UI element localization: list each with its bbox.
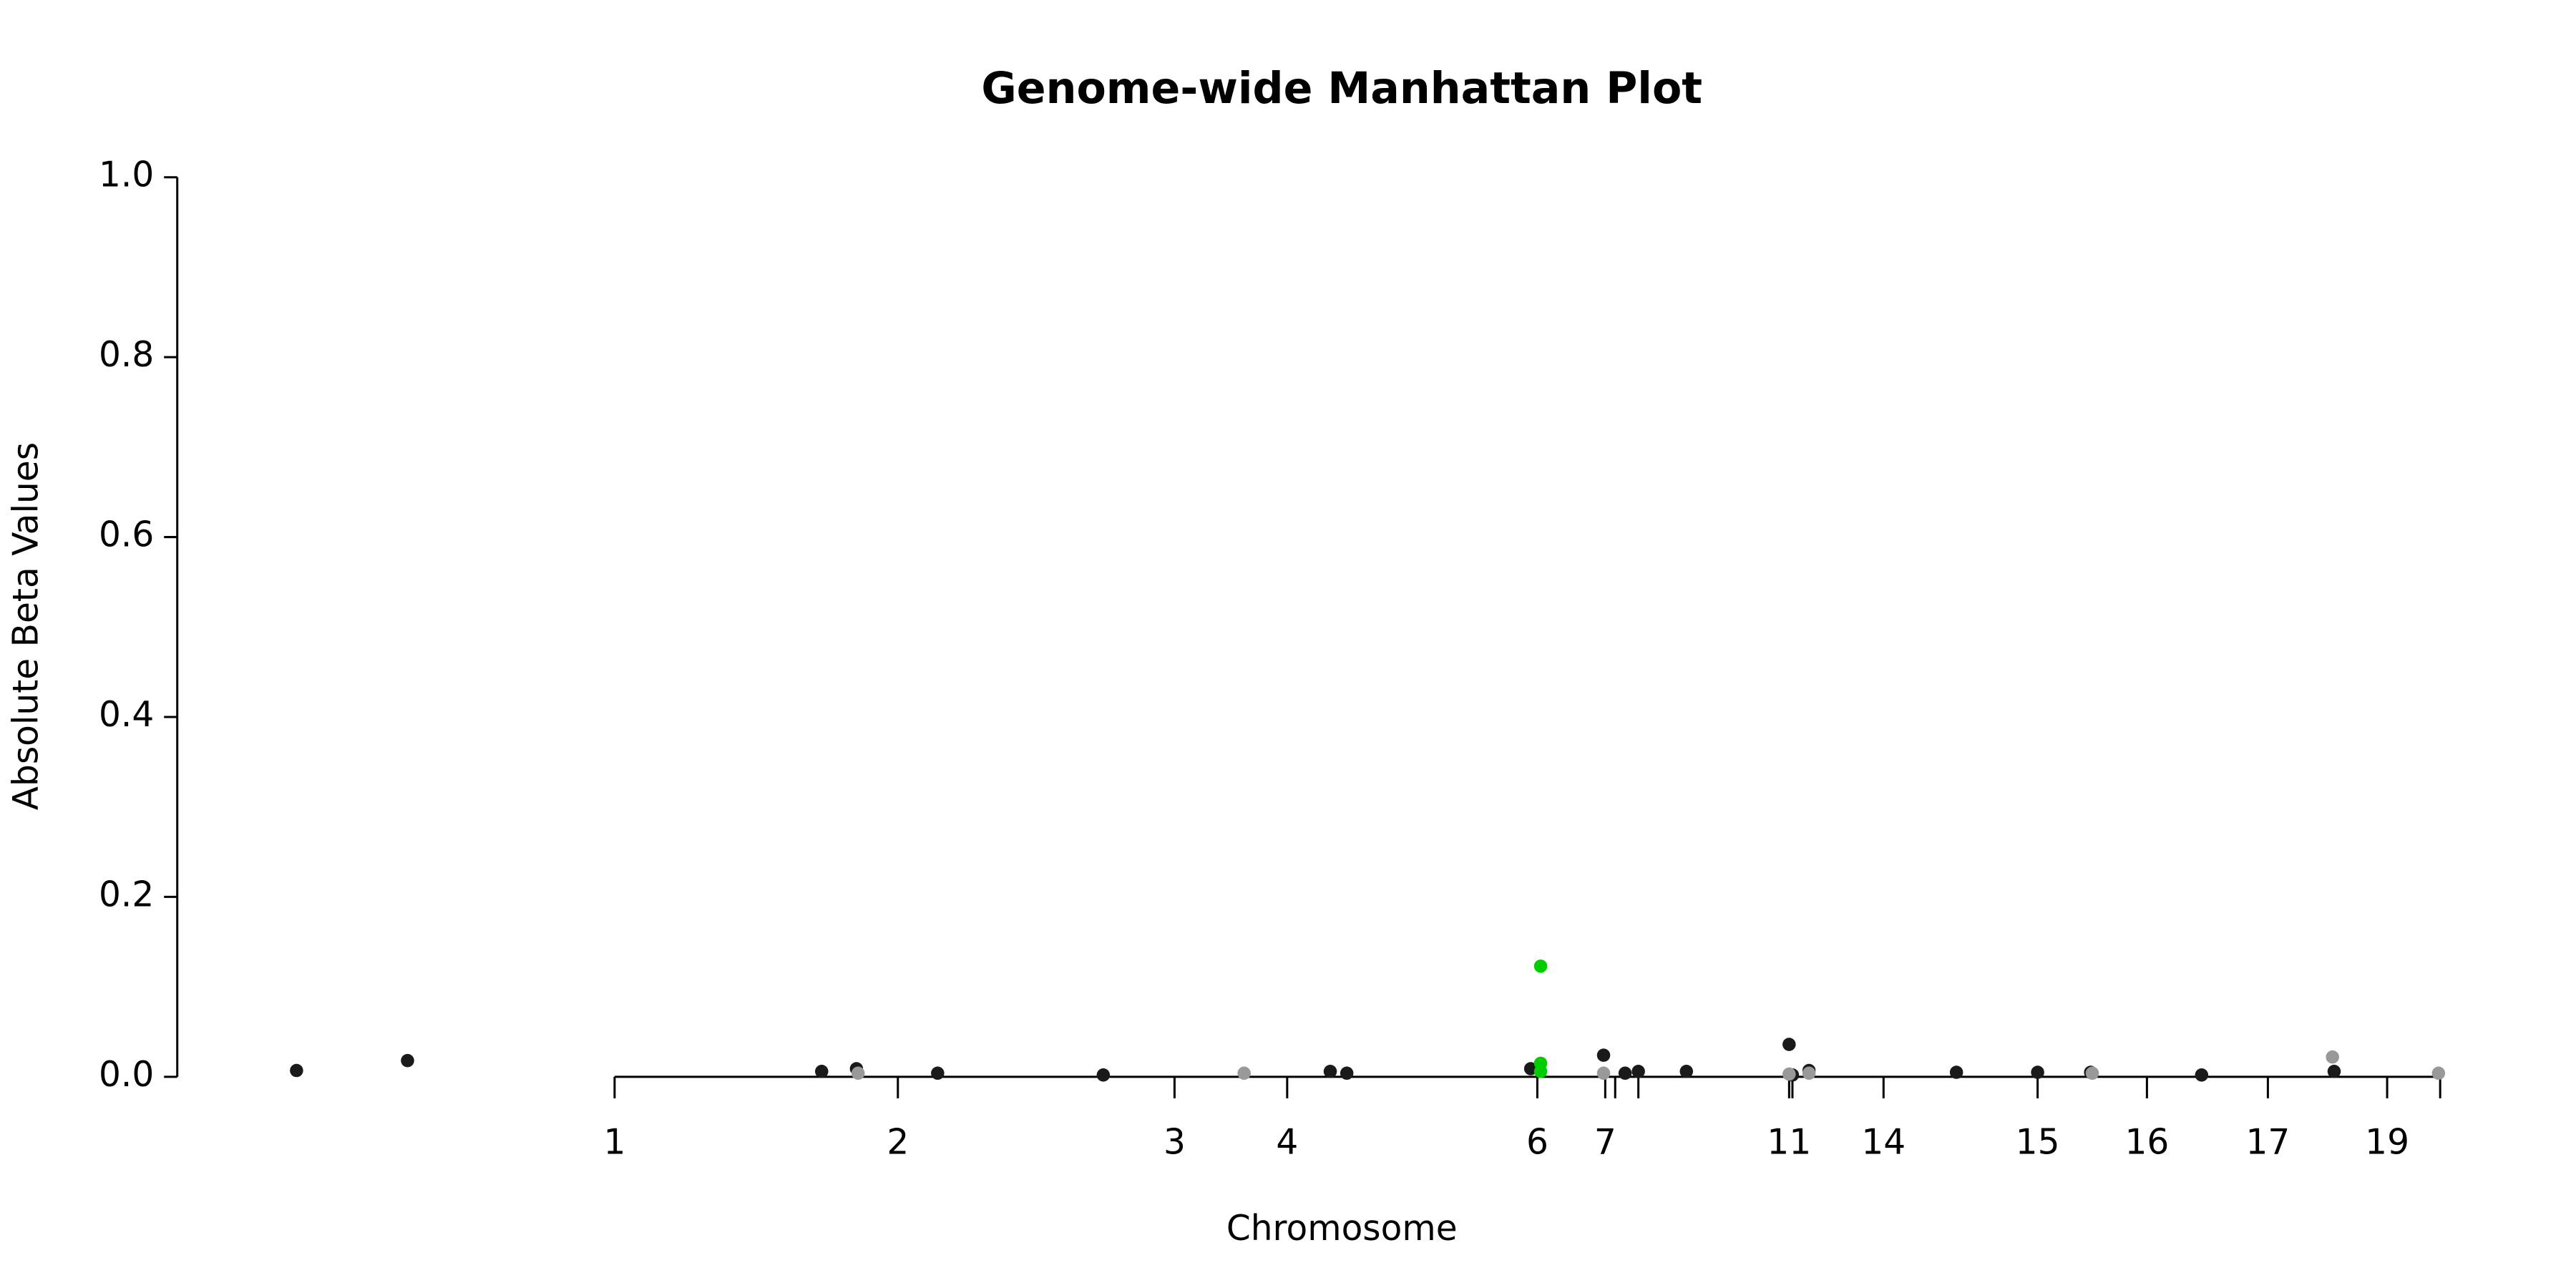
point (1323, 1065, 1337, 1078)
y-tick-label: 1.0 (99, 155, 154, 195)
point (2085, 1066, 2099, 1080)
y-tick-label: 0.0 (99, 1055, 154, 1095)
point (1523, 1062, 1538, 1075)
point (2326, 1050, 2339, 1064)
point (1096, 1068, 1111, 1082)
point (851, 1066, 865, 1080)
point (1631, 1065, 1645, 1078)
point (401, 1053, 414, 1068)
y-tick-label: 0.2 (99, 874, 154, 914)
x-tick-label: 6 (1526, 1123, 1548, 1163)
point (290, 1063, 303, 1078)
x-tick-label: 15 (2016, 1123, 2060, 1163)
x-tick-label: 11 (1767, 1123, 1811, 1163)
x-tick-label: 7 (1594, 1123, 1616, 1163)
point (1596, 1048, 1611, 1062)
x-tick-label: 2 (887, 1123, 909, 1163)
y-tick-label: 0.4 (99, 695, 154, 735)
point (1533, 959, 1548, 973)
y-tick-label: 0.8 (99, 335, 154, 375)
x-tick-label: 4 (1276, 1123, 1298, 1163)
point (1782, 1067, 1796, 1081)
point (2431, 1066, 2446, 1080)
point (1679, 1065, 1694, 1078)
point (931, 1066, 945, 1080)
point (1596, 1066, 1611, 1080)
x-tick-label: 14 (1861, 1123, 1906, 1163)
chart-title: Genome-wide Manhattan Plot (981, 64, 1702, 114)
x-tick-label: 1 (603, 1123, 625, 1163)
x-axis-label: Chromosome (1226, 1209, 1458, 1249)
point (1802, 1066, 1816, 1080)
point (2327, 1065, 2341, 1078)
point (1340, 1066, 1354, 1080)
point (1237, 1066, 1251, 1080)
x-tick-label: 3 (1163, 1123, 1186, 1163)
x-tick-label: 16 (2124, 1123, 2169, 1163)
point (2195, 1068, 2209, 1082)
x-tick-label: 19 (2365, 1123, 2409, 1163)
point (1949, 1065, 1963, 1079)
point (1782, 1038, 1796, 1051)
point (2031, 1065, 2044, 1079)
point (1533, 1065, 1548, 1078)
point (1618, 1066, 1632, 1080)
y-tick-label: 0.6 (99, 515, 154, 555)
point (815, 1065, 829, 1078)
x-tick-label: 17 (2245, 1123, 2290, 1163)
y-axis-label: Absolute Beta Values (6, 442, 46, 810)
